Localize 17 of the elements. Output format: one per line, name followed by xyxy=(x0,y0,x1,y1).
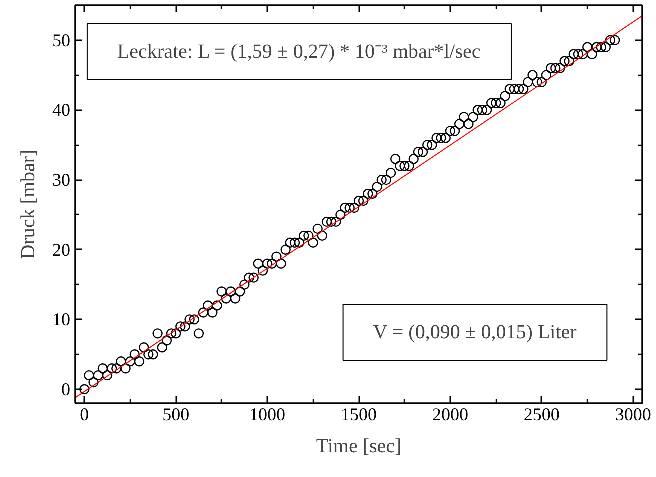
y-axis-title: Druck [mbar] xyxy=(18,150,40,260)
y-tick-label: 20 xyxy=(52,240,70,260)
x-tick-label: 2500 xyxy=(524,404,560,424)
x-tick-label: 3000 xyxy=(615,404,652,424)
y-tick-label: 30 xyxy=(52,170,70,190)
annotation: Leckrate: L = (1,59 ± 0,27) * 10⁻³ mbar*l/sec xyxy=(117,40,481,63)
y-tick-label: 40 xyxy=(52,100,70,120)
x-tick-label: 0 xyxy=(80,404,90,424)
x-tick-label: 1000 xyxy=(250,404,286,424)
annotation: V = (0,090 ± 0,015) Liter xyxy=(373,321,578,344)
x-axis-title: Time [sec] xyxy=(316,436,402,458)
y-tick-label: 0 xyxy=(62,380,70,400)
x-tick-label: 2000 xyxy=(432,404,468,424)
x-tick-label: 1500 xyxy=(341,404,377,424)
y-tick-label: 10 xyxy=(52,310,70,330)
x-tick-label: 500 xyxy=(162,404,190,424)
y-tick-label: 50 xyxy=(52,30,70,50)
